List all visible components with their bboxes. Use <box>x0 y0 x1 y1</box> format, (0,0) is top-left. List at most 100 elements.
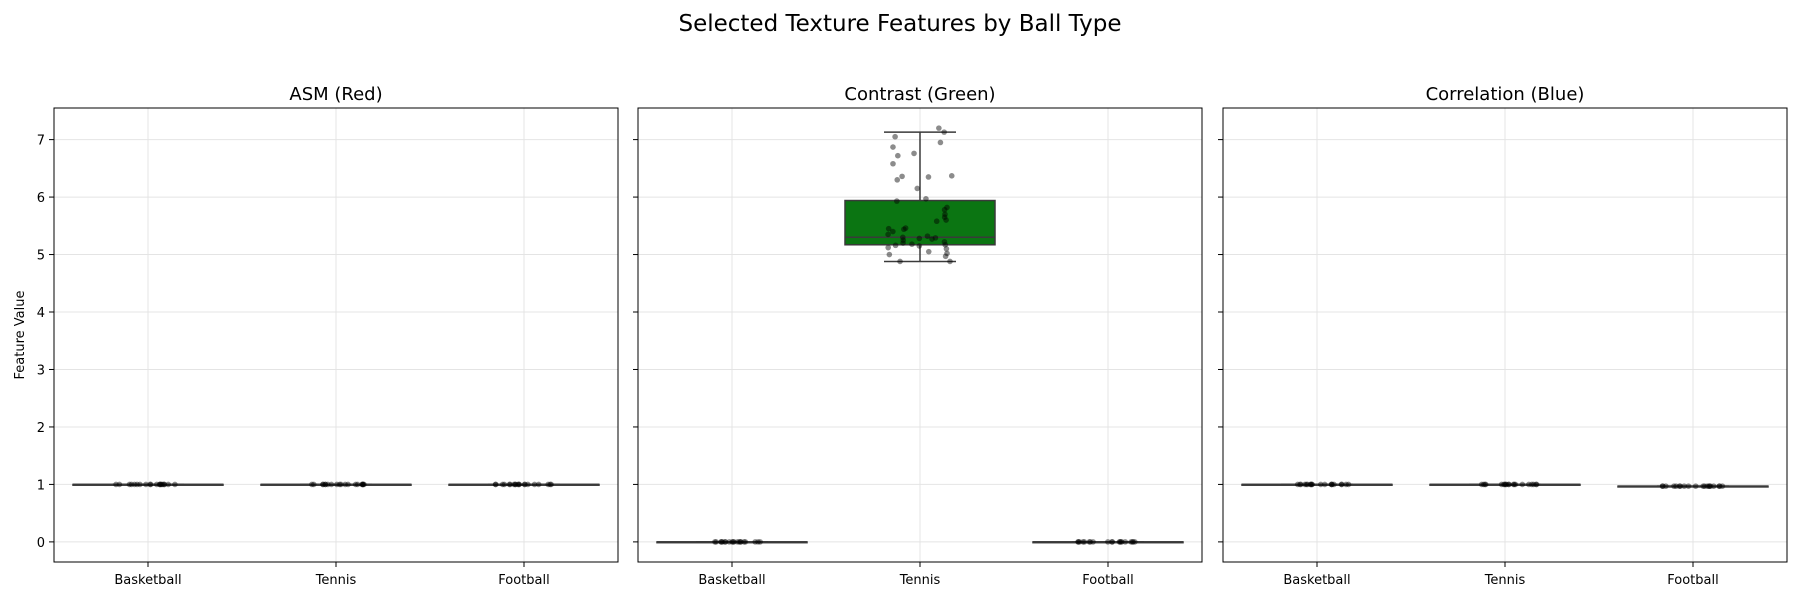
data-point <box>492 481 499 488</box>
x-tick-label: Basketball <box>1283 573 1350 588</box>
data-point <box>161 481 168 488</box>
data-point <box>1673 483 1679 489</box>
data-point <box>501 481 508 488</box>
data-point <box>1294 481 1301 488</box>
data-point <box>1086 539 1093 545</box>
data-point <box>914 185 921 192</box>
data-point <box>937 139 944 146</box>
data-point <box>890 228 896 235</box>
box-tennis <box>260 483 412 486</box>
y-tick-label: 7 <box>37 134 45 149</box>
data-point <box>1321 481 1328 488</box>
data-point <box>726 539 733 545</box>
data-point <box>1132 539 1138 545</box>
data-point <box>1331 481 1337 488</box>
data-point <box>942 253 949 260</box>
data-point <box>511 481 517 488</box>
data-point <box>1109 539 1115 545</box>
data-point <box>322 481 329 488</box>
data-point <box>352 481 359 488</box>
data-point <box>1671 483 1677 489</box>
y-tick-label: 5 <box>37 249 45 264</box>
data-point <box>755 539 761 545</box>
data-point <box>932 235 939 241</box>
data-point <box>1482 481 1489 488</box>
data-point <box>885 231 891 238</box>
data-point <box>1105 539 1111 545</box>
data-point <box>736 539 743 545</box>
data-point <box>1297 481 1303 488</box>
data-point <box>1528 481 1535 488</box>
data-point <box>1087 539 1094 545</box>
data-point <box>492 481 499 488</box>
subplot-title: ASM (Red) <box>289 84 382 105</box>
points-tennis <box>309 481 367 488</box>
data-point <box>360 481 366 488</box>
data-point <box>1700 483 1707 489</box>
data-point <box>902 225 909 231</box>
data-point <box>742 539 749 545</box>
data-point <box>1533 481 1540 488</box>
data-point <box>894 177 901 183</box>
data-point <box>1719 483 1726 489</box>
data-point <box>360 481 366 488</box>
data-point <box>1685 483 1692 489</box>
data-point <box>895 152 901 159</box>
data-point <box>729 539 736 545</box>
data-point <box>713 539 719 545</box>
data-point <box>1506 481 1512 488</box>
data-point <box>137 481 143 488</box>
data-point <box>1309 481 1315 488</box>
data-point <box>1478 481 1485 488</box>
x-tick-label: Football <box>498 573 549 588</box>
data-point <box>336 481 343 488</box>
data-point <box>737 539 744 545</box>
data-point <box>147 481 154 488</box>
data-point <box>890 160 896 167</box>
data-point <box>547 481 553 488</box>
data-point <box>1706 483 1713 489</box>
data-point <box>345 481 351 488</box>
data-point <box>1338 481 1345 488</box>
data-point <box>1511 481 1518 488</box>
data-point <box>731 539 737 545</box>
data-point <box>719 539 726 545</box>
data-point <box>156 481 163 488</box>
data-point <box>1076 539 1083 545</box>
data-point <box>892 242 899 249</box>
data-point <box>320 481 326 488</box>
data-point <box>892 133 898 140</box>
data-point <box>916 235 923 242</box>
data-point <box>1677 483 1683 489</box>
data-point <box>512 481 519 488</box>
data-point <box>165 481 172 488</box>
data-point <box>1309 481 1315 488</box>
data-point <box>1345 481 1352 488</box>
data-point <box>1512 481 1519 488</box>
points-football <box>1075 539 1138 545</box>
data-point <box>531 481 538 488</box>
data-point <box>1128 539 1134 545</box>
data-point <box>1701 483 1708 489</box>
y-tick-label: 6 <box>37 191 45 206</box>
data-point <box>1343 481 1349 488</box>
data-point <box>172 481 178 488</box>
data-point <box>943 217 949 223</box>
data-point <box>911 150 917 157</box>
data-point <box>153 481 160 488</box>
data-point <box>159 481 166 488</box>
data-point <box>545 481 551 488</box>
data-point <box>334 481 340 488</box>
box-tennis <box>844 131 996 263</box>
data-point <box>113 481 119 488</box>
data-point <box>741 539 747 545</box>
data-point <box>923 196 929 202</box>
data-point <box>900 240 906 246</box>
data-point <box>885 225 892 232</box>
data-point <box>900 237 907 243</box>
data-point <box>1302 481 1308 488</box>
data-point <box>161 481 167 488</box>
subplot-title: Contrast (Green) <box>844 84 995 105</box>
data-point <box>1704 483 1711 489</box>
